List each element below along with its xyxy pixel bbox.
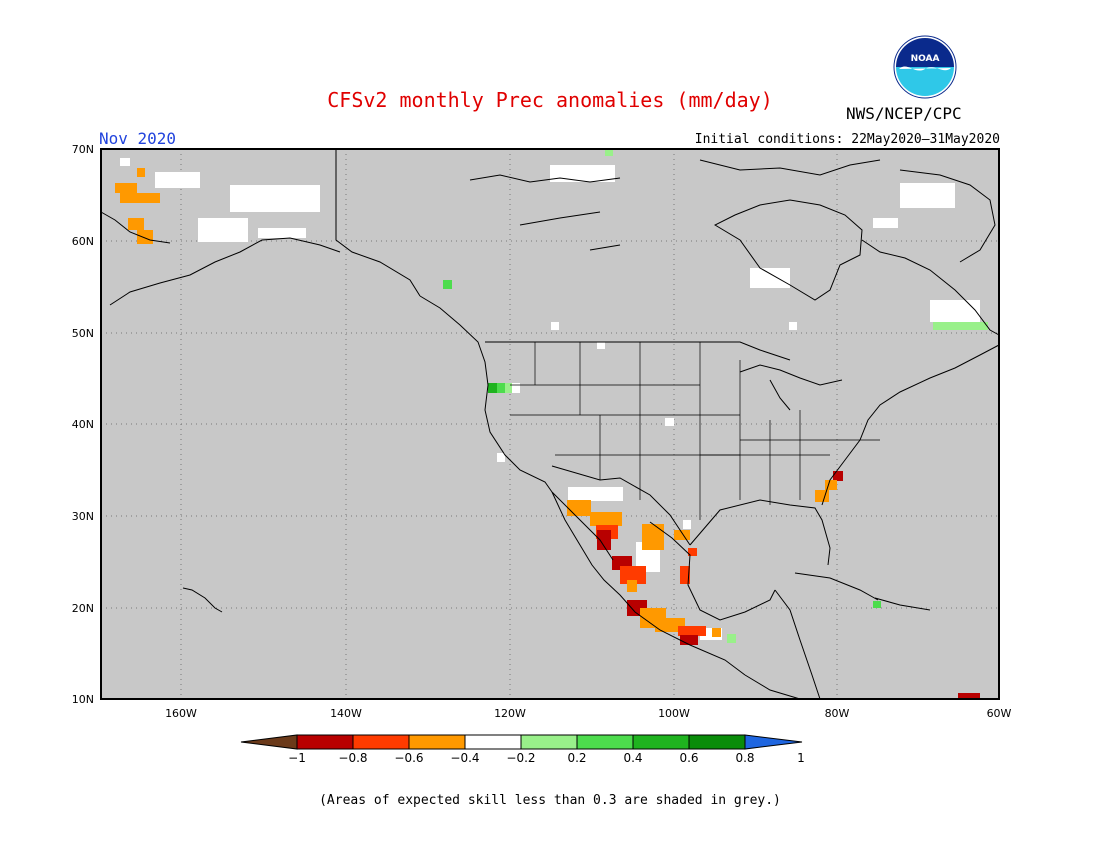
skill-note: (Areas of expected skill less than 0.3 a… [319,793,781,808]
colorbar-segment [296,734,354,750]
colorbar-tick: −0.4 [450,751,480,765]
colorbar-segment [632,734,690,750]
colorbar [240,734,803,750]
colorbar-segment [352,734,410,750]
near-zero-cells [120,158,980,640]
colorbar-tick: 1 [797,751,805,765]
colorbar-segment [240,734,298,750]
lon-label-60w: 60W [986,707,1012,720]
colorbar-segment [744,734,803,750]
lon-label-160w: 160W [165,707,197,720]
lon-label-120w: 120W [494,707,526,720]
lat-label-50n: 50N [71,327,94,340]
lat-label-20n: 20N [71,602,94,615]
colorbar-tick: 0.8 [735,751,755,765]
lon-label-100w: 100W [658,707,690,720]
lon-label-140w: 140W [330,707,362,720]
colorbar-tick: −0.8 [338,751,368,765]
colorbar-segment [576,734,634,750]
colorbar-segment [520,734,578,750]
agency-label: NWS/NCEP/CPC [846,104,962,123]
lat-label-70n: 70N [71,143,94,156]
lat-label-30n: 30N [71,510,94,523]
negative-anomaly-cells [115,168,980,698]
logo-text: NOAA [911,54,940,64]
colorbar-tick: −0.2 [506,751,536,765]
colorbar-tick: −0.6 [394,751,424,765]
chart-title: CFSv2 monthly Prec anomalies (mm/day) [327,88,773,112]
forecast-month: Nov 2020 [99,129,177,148]
lon-label-80w: 80W [824,707,850,720]
noaa-logo: NOAA [893,35,957,99]
map-background [101,149,999,699]
colorbar-tick: 0.6 [679,751,699,765]
state-borders [510,342,880,520]
colorbar-tick: 0.2 [567,751,587,765]
colorbar-segment [464,734,522,750]
positive-anomaly-cells [443,150,988,643]
lat-label-40n: 40N [71,418,94,431]
colorbar-tick: −1 [288,751,306,765]
map-frame [100,148,1000,700]
colorbar-segment [408,734,466,750]
coastlines [100,149,1000,700]
colorbar-tick: 0.4 [623,751,643,765]
lat-label-10n: 10N [71,693,94,706]
initial-conditions: Initial conditions: 22May2020–31May2020 [694,132,1000,147]
lat-label-60n: 60N [71,235,94,248]
colorbar-segment [688,734,746,750]
